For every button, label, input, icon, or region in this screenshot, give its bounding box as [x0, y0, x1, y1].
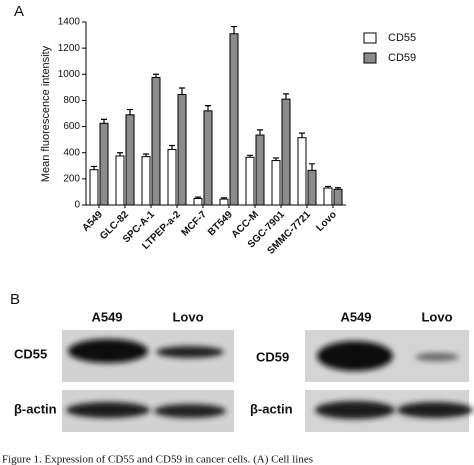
- error-bar: [283, 93, 289, 100]
- error-bar: [257, 129, 263, 136]
- bar: [177, 94, 187, 206]
- bar: [323, 187, 333, 206]
- error-bar: [91, 165, 97, 170]
- caption: Figure 1. Expression of CD55 and CD59 in…: [2, 454, 313, 465]
- y-tick-label: 800: [63, 95, 80, 106]
- row-label: β-actin: [250, 401, 293, 416]
- error-bar: [205, 105, 211, 111]
- bar: [297, 137, 307, 206]
- error-bar: [153, 73, 159, 78]
- y-tick-label: 400: [63, 147, 80, 158]
- panel-label: B: [10, 291, 20, 308]
- lane-label: A549: [91, 309, 122, 324]
- y-tick-label: 1200: [58, 43, 81, 54]
- error-bar: [221, 197, 227, 200]
- y-tick-label: 1400: [58, 17, 81, 28]
- bar: [219, 198, 229, 206]
- y-tick-label: 1000: [58, 69, 81, 80]
- error-bar: [309, 163, 315, 171]
- error-bar: [169, 144, 175, 150]
- error-bar: [247, 154, 253, 158]
- bar: [307, 169, 317, 206]
- bar: [141, 156, 151, 206]
- error-bar: [179, 87, 185, 95]
- bar: [281, 98, 291, 206]
- bar: [229, 33, 239, 206]
- bar: [271, 160, 281, 206]
- bar: [115, 155, 125, 206]
- row-label: CD55: [14, 346, 47, 361]
- error-bar: [143, 153, 149, 157]
- blot-band: [68, 339, 148, 363]
- error-bar: [127, 108, 133, 115]
- lane-label: A549: [340, 309, 371, 324]
- y-tick-label: 600: [63, 121, 80, 132]
- bar: [333, 188, 343, 206]
- error-bar: [299, 132, 305, 138]
- bar: [125, 114, 135, 206]
- row-label: CD59: [256, 349, 289, 364]
- bar: [89, 169, 99, 206]
- legend-label: CD55: [388, 32, 416, 44]
- panel-label: A: [14, 3, 24, 20]
- x-tick-label: MCF-7: [180, 209, 210, 239]
- bar: [99, 122, 109, 206]
- bar: [255, 134, 265, 206]
- row-label: β-actin: [14, 401, 57, 416]
- bar: [151, 77, 161, 206]
- blot-band: [397, 402, 473, 418]
- lane-label: Lovo: [421, 309, 452, 324]
- error-bar: [101, 118, 107, 124]
- blot-band: [66, 402, 150, 418]
- blot-band: [156, 346, 224, 358]
- error-bar: [117, 152, 123, 156]
- blot-band: [315, 401, 395, 419]
- error-bar: [335, 187, 341, 190]
- legend-swatch: [363, 52, 377, 64]
- error-bar: [325, 185, 331, 189]
- legend-swatch: [363, 32, 377, 44]
- bar: [203, 110, 213, 206]
- x-tick-label: Lovo: [314, 209, 339, 234]
- bar: [167, 148, 177, 206]
- blot-band: [154, 404, 226, 418]
- bar: [245, 156, 255, 206]
- blot-band: [415, 353, 459, 361]
- legend-label: CD59: [388, 52, 416, 64]
- bar: [193, 197, 203, 206]
- lane-label: Lovo: [172, 309, 203, 324]
- error-bar: [231, 25, 237, 34]
- y-axis-label: Mean fluorescence intensity: [40, 45, 52, 182]
- y-tick-label: 200: [63, 173, 80, 184]
- error-bar: [195, 196, 201, 199]
- blot-band: [317, 341, 393, 371]
- error-bar: [273, 157, 279, 161]
- y-tick-label: 0: [74, 200, 80, 211]
